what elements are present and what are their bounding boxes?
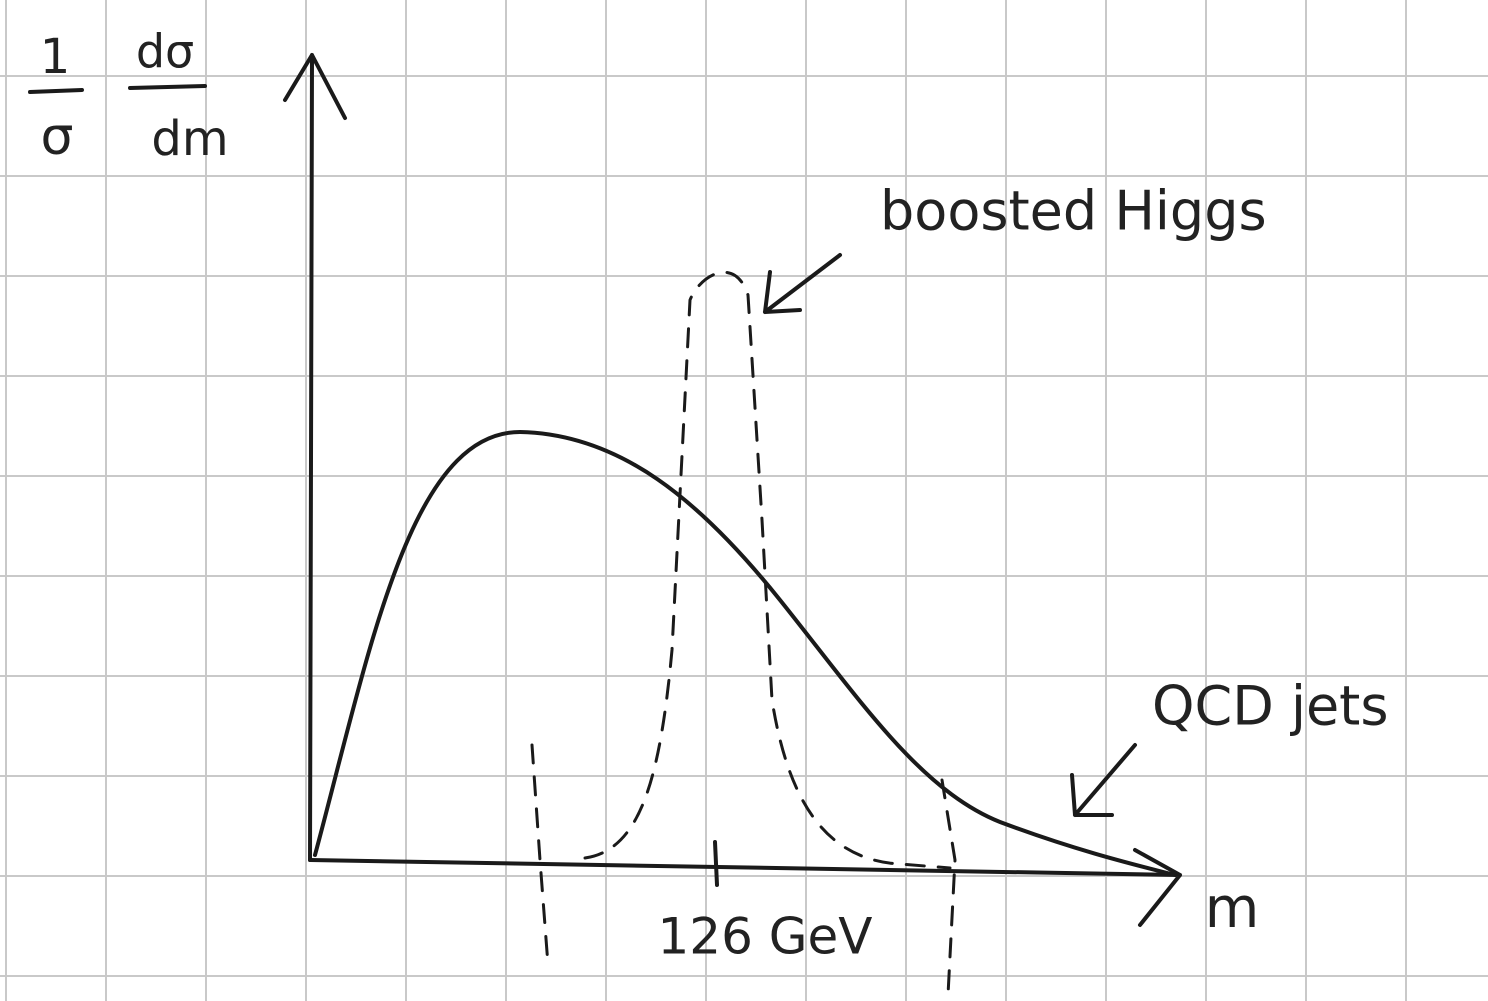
fraction-bar (30, 90, 82, 92)
fraction-bar (130, 86, 205, 88)
y-label-num-right: dσ (136, 25, 194, 79)
tick-label: 126 GeV (657, 908, 872, 966)
x-tick (715, 842, 717, 885)
y-label-num-left: 1 (40, 29, 71, 85)
x-label: m (1205, 876, 1260, 941)
sketch: 1 σ dσ dm m 126 GeV boosted Higgs QCD je… (0, 0, 1488, 1001)
higgs-annotation: boosted Higgs (880, 180, 1267, 243)
qcd-annotation: QCD jets (1152, 675, 1389, 738)
y-label-den-left: σ (41, 107, 74, 167)
y-label-den-right: dm (151, 111, 228, 167)
